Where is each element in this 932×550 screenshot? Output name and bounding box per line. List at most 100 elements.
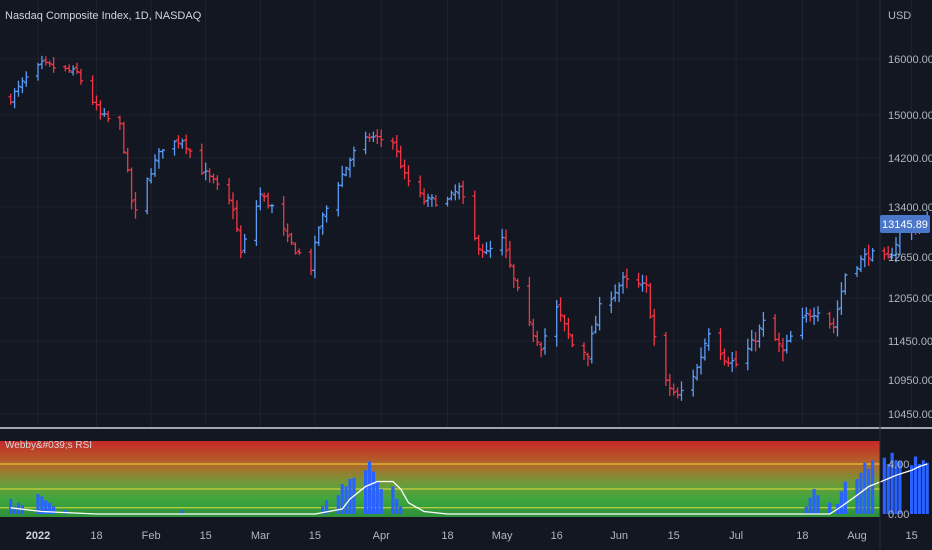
ohlc-bar — [776, 332, 782, 352]
ohlc-bar — [187, 148, 193, 159]
ohlc-bar — [542, 328, 548, 355]
price-tick-label: 13400.00 — [888, 202, 932, 214]
ohlc-bar — [316, 226, 321, 246]
time-tick-label: 18 — [90, 530, 102, 542]
ohlc-bar — [39, 55, 45, 70]
ohlc-bar — [589, 325, 594, 364]
price-tick-label: 10950.00 — [888, 375, 932, 387]
rsi-bar — [839, 491, 843, 514]
time-tick-label: 15 — [309, 530, 321, 542]
time-tick-label: May — [492, 530, 513, 542]
currency-label: USD — [888, 10, 912, 22]
ohlc-bar — [20, 77, 25, 94]
time-tick-label: 15 — [200, 530, 212, 542]
ohlc-bar — [788, 330, 793, 343]
ohlc-bar — [215, 175, 220, 190]
ohlc-bar — [718, 328, 723, 361]
rsi-bar — [180, 510, 184, 514]
rsi-tick-label: 4.00 — [888, 459, 909, 471]
rsi-histogram — [9, 452, 929, 514]
ohlc-bar — [480, 243, 485, 258]
ohlc-bar — [367, 133, 372, 142]
ohlc-bar — [593, 315, 598, 334]
ohlc-bar — [176, 135, 181, 149]
rsi-bar — [859, 472, 863, 514]
ohlc-bar — [570, 333, 575, 348]
rsi-bands — [0, 463, 880, 509]
time-tick-label: 15 — [905, 530, 917, 542]
rsi-bar — [9, 499, 13, 514]
price-axis[interactable]: 16000.00 15000.00 14200.00 13400.00 12650.00… — [888, 54, 932, 421]
ohlc-bar — [129, 167, 134, 210]
rsi-bar — [886, 464, 890, 514]
price-bars — [8, 55, 930, 401]
grid-lines — [0, 0, 913, 428]
ohlc-bar — [870, 247, 875, 262]
rsi-bar — [36, 494, 40, 514]
ohlc-bar — [624, 268, 630, 289]
ohlc-bar — [800, 307, 805, 340]
ohlc-bar — [866, 244, 871, 266]
rsi-bar — [13, 506, 17, 514]
ohlc-bar — [698, 347, 704, 375]
rsi-bar — [321, 506, 325, 514]
ohlc-bar — [398, 145, 403, 169]
ohlc-bar — [78, 68, 84, 85]
rsi-bar — [52, 506, 56, 514]
ohlc-bar — [476, 234, 481, 256]
rsi-bar — [340, 484, 344, 514]
ohlc-bar — [862, 248, 867, 268]
ohlc-bar — [226, 178, 232, 205]
ohlc-bar — [613, 284, 618, 302]
rsi-bar — [399, 506, 403, 514]
ohlc-bar — [70, 65, 76, 76]
ohlc-bar — [106, 110, 111, 123]
ohlc-bar — [761, 311, 766, 337]
ohlc-bar — [449, 190, 454, 201]
rsi-bar — [894, 460, 898, 514]
rsi-line — [10, 463, 928, 515]
time-tick-label: 18 — [441, 530, 453, 542]
ohlc-bar — [351, 146, 357, 167]
ohlc-bar — [262, 192, 267, 202]
rsi-bar — [379, 489, 383, 514]
price-tick-label: 11450.00 — [888, 336, 932, 348]
symbol-title[interactable]: Nasdaq Composite Index, 1D, NASDAQ — [5, 10, 202, 22]
rsi-axis[interactable]: 4.00 0.00 — [888, 459, 909, 521]
price-tick-label: 15000.00 — [888, 110, 932, 122]
rsi-bar — [808, 497, 812, 514]
indicator-title[interactable]: Webby&#039;s RSI — [5, 440, 93, 451]
rsi-bar — [344, 486, 348, 514]
ohlc-bar — [636, 272, 641, 288]
time-tick-label: Feb — [142, 530, 161, 542]
rsi-bar — [913, 456, 918, 514]
time-axis[interactable]: 2022 18 Feb 15 Mar 15 Apr 18 May 16 Jun 15 Jul 18 Aug 1… — [26, 530, 918, 542]
ohlc-bar — [585, 352, 591, 367]
last-price-marker: 13145.89 — [880, 215, 930, 233]
ohlc-bar — [145, 177, 150, 215]
ohlc-bar — [390, 137, 396, 150]
ohlc-bar — [644, 275, 649, 293]
ohlc-bar — [757, 324, 762, 348]
ohlc-bar — [811, 307, 817, 325]
ohlc-bar — [281, 196, 286, 236]
ohlc-bar — [804, 307, 809, 323]
rsi-bar — [371, 471, 375, 514]
ohlc-bar — [180, 138, 185, 149]
ohlc-bar — [429, 194, 435, 207]
ohlc-bar — [527, 276, 532, 327]
ohlc-bar — [815, 306, 821, 322]
ohlc-bar — [531, 318, 536, 342]
rsi-bar — [871, 460, 875, 514]
ohlc-bar — [722, 348, 727, 366]
time-tick-label: Jul — [729, 530, 743, 542]
ohlc-bar — [379, 129, 384, 148]
rsi-bar — [921, 460, 925, 514]
ohlc-bar — [858, 255, 864, 273]
rsi-bar — [910, 465, 914, 514]
rsi-bar — [863, 462, 867, 514]
price-tick-label: 16000.00 — [888, 54, 932, 66]
ohlc-bar — [730, 352, 735, 372]
rsi-bar — [367, 461, 372, 514]
